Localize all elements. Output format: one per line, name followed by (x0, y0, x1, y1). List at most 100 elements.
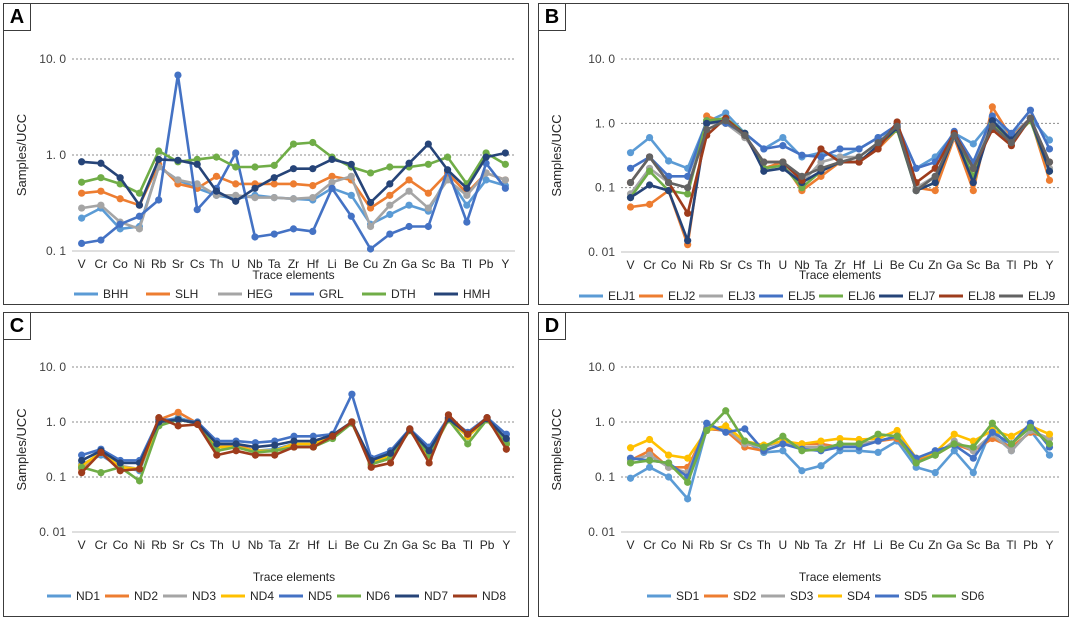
data-point-sd5 (988, 428, 996, 436)
x-tick-label: Sc (966, 258, 980, 272)
data-point-heg (174, 176, 182, 184)
data-point-sd5 (779, 440, 787, 448)
data-point-nd8 (309, 443, 317, 451)
data-point-sd1 (969, 469, 977, 477)
x-tick-label: Sc (421, 257, 435, 271)
x-tick-label: Ga (946, 258, 962, 272)
data-point-elj9 (645, 153, 654, 161)
data-point-elj9 (626, 178, 635, 187)
x-tick-label: Cr (643, 538, 656, 552)
data-point-elj9 (665, 178, 673, 187)
x-tick-label: Th (757, 258, 771, 272)
legend-label-dth: DTH (391, 287, 416, 301)
data-point-nd7 (309, 437, 317, 445)
data-point-elj9 (874, 139, 882, 147)
x-tick-label: Ga (402, 538, 418, 552)
data-point-elj5 (684, 172, 692, 180)
data-point-sd4 (836, 434, 844, 443)
data-point-sd6 (893, 432, 901, 440)
x-tick-label: Zn (384, 538, 398, 552)
data-point-elj7 (931, 178, 939, 187)
data-point-nd7 (78, 456, 86, 465)
legend-label-nd6: ND6 (366, 589, 390, 603)
y-tick-label: 10. 0 (39, 360, 66, 374)
x-tick-label: Cu (909, 538, 924, 552)
x-tick-label: Sc (422, 538, 436, 552)
y-tick-label: 0. 01 (588, 525, 615, 539)
data-point-elj5 (1026, 106, 1035, 114)
legend-label-nd1: ND1 (76, 589, 100, 603)
data-point-sd5 (969, 454, 977, 462)
chart-panel-c: C 10. 0 1. 0 0. 1 0. 01 Samples/UCC V Cr Co Ni Rb… (3, 312, 529, 617)
data-point-elj7 (779, 164, 787, 172)
data-point-grl (328, 184, 336, 192)
x-tick-label: Nb (247, 257, 263, 271)
data-point-hmh (155, 155, 163, 163)
data-point-sd4 (817, 437, 825, 445)
legend-label-sd5: SD5 (904, 589, 928, 603)
x-axis-title: Trace elements (799, 268, 881, 282)
data-point-elj9 (817, 164, 825, 172)
data-point-nd8 (251, 451, 259, 459)
x-tick-label: Hf (307, 538, 320, 552)
legend-label-elj1: ELJ1 (608, 289, 636, 303)
legend-label-nd4: ND4 (250, 589, 274, 603)
data-point-elj9 (950, 131, 958, 139)
data-point-slh (270, 180, 278, 188)
x-tick-label: Y (1045, 258, 1053, 272)
legend-label-bhh: BHH (103, 287, 128, 301)
x-tick-label: U (779, 258, 788, 272)
data-point-slh (424, 189, 432, 197)
data-point-sd4 (950, 430, 958, 438)
x-tick-label: Ta (815, 258, 828, 272)
legend-label-nd7: ND7 (424, 589, 448, 603)
data-point-sd6 (798, 447, 806, 455)
data-point-sd1 (874, 448, 882, 457)
data-point-nd8 (464, 430, 472, 438)
data-point-grl (424, 222, 432, 231)
data-point-nd2 (174, 408, 182, 416)
y-tick-label: 10. 0 (588, 52, 615, 66)
data-point-dth (386, 163, 394, 171)
x-tick-label: Be (890, 538, 905, 552)
data-point-hmh (78, 158, 86, 166)
x-tick-label: Nb (794, 258, 810, 272)
x-tick-label: Pb (479, 257, 494, 271)
data-point-nd6 (97, 469, 105, 477)
data-point-hmh (270, 174, 278, 182)
data-point-elj9 (798, 172, 806, 180)
legend-label-sd3: SD3 (790, 589, 814, 603)
data-point-dth (155, 147, 163, 155)
data-point-sd5 (874, 437, 882, 445)
legend-label-elj7: ELJ7 (908, 289, 936, 303)
data-point-grl (193, 205, 201, 214)
data-point-hmh (366, 198, 375, 207)
data-point-sd6 (741, 437, 749, 445)
legend-label-hmh: HMH (463, 287, 490, 301)
y-axis-title: Samples/UCC (14, 114, 29, 196)
x-tick-label: Cr (95, 257, 108, 271)
data-point-hmh (135, 201, 144, 209)
data-point-nd7 (116, 459, 124, 467)
x-tick-label: Pb (480, 538, 495, 552)
data-point-bhh (78, 214, 86, 222)
x-tick-label: Co (112, 257, 128, 271)
data-point-hmh (386, 180, 394, 188)
data-point-nd7 (502, 434, 510, 443)
data-point-elj9 (703, 125, 711, 134)
data-point-dth (78, 178, 86, 186)
x-tick-label: Ga (946, 538, 962, 552)
data-point-elj8 (684, 209, 692, 217)
panel-label-d: D (539, 313, 566, 340)
data-point-grl (135, 212, 144, 220)
x-tick-label: V (78, 257, 86, 271)
data-point-slh (366, 204, 375, 212)
data-point-sd6 (703, 426, 711, 435)
legend-label-elj2: ELJ2 (668, 289, 696, 303)
data-point-sd6 (817, 445, 825, 453)
data-point-elj2 (626, 203, 635, 211)
x-tick-label: Th (757, 538, 771, 552)
x-tick-label: Cr (643, 258, 656, 272)
data-point-bhh (386, 210, 394, 219)
x-tick-label: Cu (909, 258, 924, 272)
